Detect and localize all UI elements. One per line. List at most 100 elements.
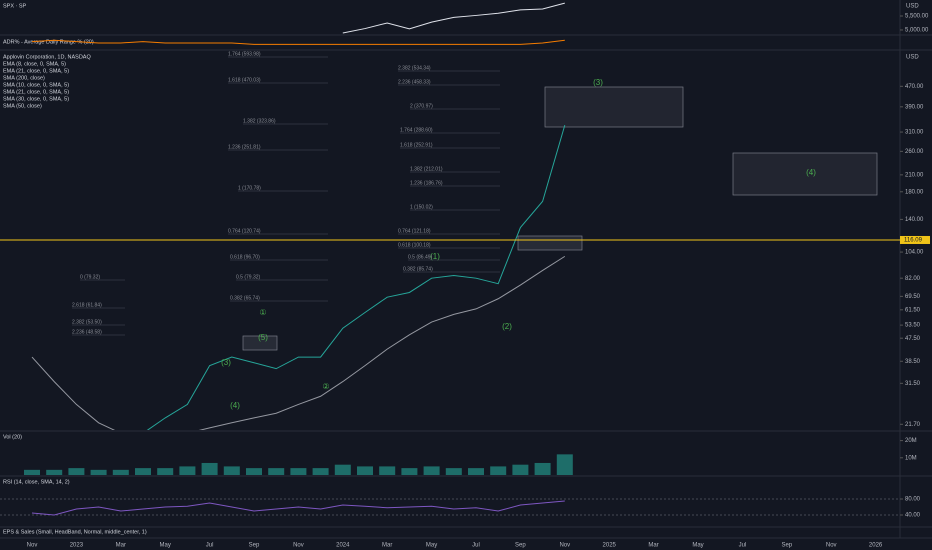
y-tick-label: 180.00: [905, 189, 924, 195]
volume-bar: [334, 464, 351, 475]
x-tick-label: Sep: [249, 543, 260, 549]
line-series: [31, 500, 565, 516]
x-tick-label: May: [160, 543, 171, 549]
spx-unit: USD: [906, 4, 919, 10]
y-tick-label: 38.50: [905, 359, 921, 365]
volume-bar: [468, 468, 484, 475]
x-tick-label: 2026: [869, 543, 883, 549]
legend-entry: SMA (21, close, 0, SMA, 5): [3, 89, 69, 95]
legend-entry: EMA (21, close, 0, SMA, 5): [3, 68, 69, 74]
volume-bar: [157, 468, 174, 475]
target-box: [544, 86, 684, 128]
x-tick-label: Jul: [206, 543, 214, 549]
fib-label: 0.764 (120.74): [228, 228, 261, 234]
x-tick-label: Jul: [739, 543, 747, 549]
y-tick-label: 80.00: [905, 497, 921, 503]
legend-entry: SMA (30, close, 0, SMA, 5): [3, 96, 69, 102]
volume-bar: [423, 466, 440, 475]
fib-label: 2.618 (61.84): [72, 302, 102, 308]
volume-bar: [112, 469, 129, 475]
y-tick-label: 53.50: [905, 323, 921, 329]
wave-label: (5): [258, 333, 268, 342]
y-tick-label: 47.50: [905, 336, 921, 342]
fib-label: 1.618 (252.91): [400, 142, 433, 148]
fib-label: 2 (370.97): [410, 103, 433, 109]
fib-label: 1.382 (212.01): [410, 166, 443, 172]
fib-label: 1 (170.78): [238, 185, 261, 191]
y-tick-label: 310.00: [905, 130, 924, 136]
fib-label: 0.618 (100.18): [398, 242, 431, 248]
spx-title: SPX · SP: [3, 3, 27, 9]
y-tick-label: 20M: [905, 438, 917, 444]
price-tag: [900, 235, 930, 244]
y-tick-label: 61.50: [905, 307, 921, 313]
legend-entry: EMA (8, close, 0, SMA, 5): [3, 61, 66, 67]
volume-bar: [135, 468, 151, 475]
legend-entry: SMA (200, close): [3, 75, 45, 81]
y-tick-label: 470.00: [905, 84, 924, 90]
fib-label: 0.5 (79.32): [236, 274, 261, 280]
adr-title: ADR% - Average Daily Range % (20): [3, 39, 94, 45]
volume-bar: [246, 468, 262, 475]
fib-label: 0.382 (85.74): [403, 266, 433, 272]
volume-bar: [512, 464, 529, 475]
x-tick-label: May: [692, 543, 703, 549]
target-box: [732, 152, 878, 196]
x-tick-label: Mar: [648, 543, 658, 549]
volume-bar: [24, 469, 40, 475]
fib-label: 2.236 (458.33): [398, 79, 431, 85]
volume-bar: [46, 469, 63, 475]
wave-label: (3): [221, 358, 231, 367]
rsi-title: RSI (14, close, SMA, 14, 2): [3, 479, 70, 485]
line-series: [146, 125, 566, 430]
volume-bar: [223, 466, 240, 475]
wave-label: (4): [806, 168, 816, 177]
fib-label: 1.764 (593.98): [228, 51, 261, 57]
x-tick-label: Nov: [293, 543, 304, 549]
wave-label: (2): [502, 322, 512, 331]
volume-bar: [90, 469, 107, 475]
main-unit: USD: [906, 55, 919, 61]
fib-label: 1.382 (323.86): [243, 118, 276, 124]
fib-label: 2.382 (53.50): [72, 319, 102, 325]
y-tick-label: 40.00: [905, 513, 921, 519]
x-tick-label: Nov: [826, 543, 837, 549]
wave-label: (4): [230, 401, 240, 410]
vol-title: Vol (20): [3, 434, 22, 440]
volume-bar: [312, 468, 329, 475]
volume-bar: [290, 468, 307, 475]
y-tick-label: 140.00: [905, 217, 924, 223]
fib-label: 1.764 (288.60): [400, 127, 433, 133]
volume-bar: [268, 468, 285, 475]
fib-label: 0.5 (86.49): [408, 254, 433, 260]
x-tick-label: 2025: [603, 543, 617, 549]
y-tick-label: 5,000.00: [905, 28, 929, 34]
x-tick-label: Sep: [781, 543, 792, 549]
volume-bar: [556, 454, 573, 475]
line-series: [31, 255, 566, 430]
fib-label: 0 (79.32): [80, 274, 100, 280]
volume-bar: [68, 468, 85, 475]
line-series: [31, 39, 565, 45]
wave-label: ②: [322, 382, 329, 391]
y-tick-label: 390.00: [905, 104, 924, 110]
fib-label: 2.382 (534.34): [398, 65, 431, 71]
fib-label: 1.236 (251.81): [228, 144, 261, 150]
x-tick-label: 2023: [70, 543, 84, 549]
y-tick-label: 31.50: [905, 381, 921, 387]
y-tick-label: 210.00: [905, 172, 924, 178]
x-tick-label: Mar: [116, 543, 126, 549]
y-tick-label: 5,500.00: [905, 14, 929, 20]
wave-label: ①: [259, 308, 266, 317]
fib-label: 0.764 (121.18): [398, 228, 431, 234]
legend-entry: SMA (50, close): [3, 103, 42, 109]
fib-label: 1.236 (186.76): [410, 180, 443, 186]
volume-bar: [179, 466, 196, 475]
y-tick-label: 82.00: [905, 276, 921, 282]
y-tick-label: 10M: [905, 455, 917, 461]
zone-box: [242, 335, 278, 351]
volume-bar: [357, 466, 373, 475]
price-tag-label: 116.09: [904, 238, 923, 244]
